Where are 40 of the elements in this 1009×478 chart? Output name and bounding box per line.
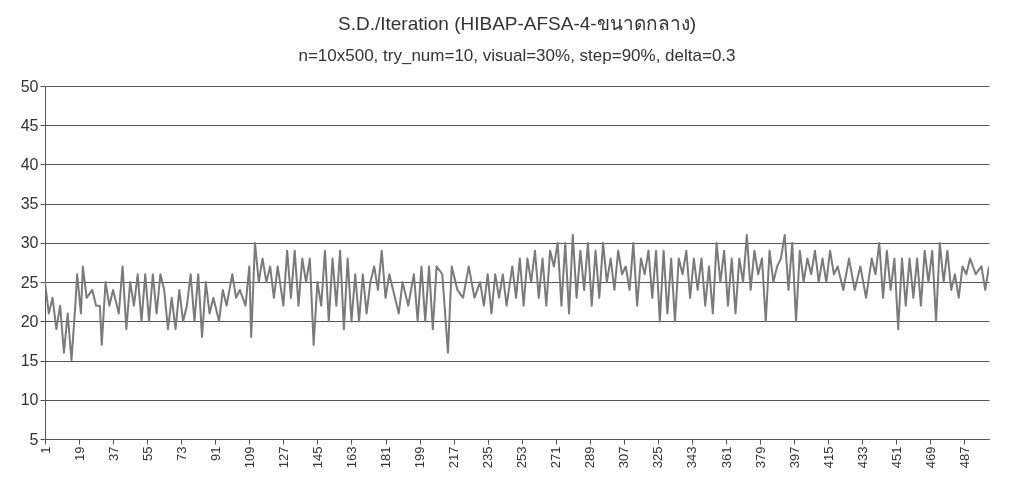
x-tick-label: 109	[241, 446, 257, 469]
y-tick-label: 30	[20, 234, 39, 252]
x-tick-label: 235	[480, 446, 496, 469]
x-tick-label: 451	[888, 446, 904, 469]
y-tick-label: 25	[20, 273, 39, 291]
x-tick-label: 433	[854, 446, 870, 469]
chart-subtitle: n=10x500, try_num=10, visual=30%, step=90%, delta=0.3	[298, 46, 736, 65]
y-tick-label: 15	[20, 352, 39, 370]
x-tick-label: 55	[139, 446, 155, 461]
x-tick-label: 127	[275, 446, 291, 469]
x-tick-label: 487	[956, 446, 972, 469]
y-tick-label: 50	[20, 77, 39, 95]
x-tick-label: 379	[752, 446, 768, 469]
x-tick-label: 253	[514, 446, 530, 469]
x-tick-label: 325	[650, 446, 666, 469]
x-tick-label: 145	[309, 446, 325, 469]
x-tick-label: 199	[412, 446, 428, 469]
x-tick-label: 91	[207, 446, 223, 461]
x-tick-label: 289	[582, 446, 598, 469]
x-tick-label: 1	[37, 446, 53, 454]
x-tick-label: 307	[616, 446, 632, 469]
y-tick-label: 10	[20, 391, 39, 409]
chart-title: S.D./Iteration (HIBAP-AFSA-4-ขนาดกลาง)	[337, 13, 697, 34]
x-tick-label: 397	[786, 446, 802, 469]
x-tick-label: 163	[343, 446, 359, 469]
x-tick-label: 271	[548, 446, 564, 469]
y-tick-label: 45	[20, 116, 39, 134]
x-tick-label: 415	[820, 446, 836, 469]
x-tick-label: 19	[71, 446, 87, 461]
y-tick-label: 5	[29, 430, 39, 448]
x-tick-label: 469	[922, 446, 938, 469]
y-tick-label: 40	[20, 155, 39, 173]
x-tick-label: 343	[684, 446, 700, 469]
x-tick-label: 361	[718, 446, 734, 469]
x-tick-label: 73	[173, 446, 189, 461]
x-tick-label: 37	[105, 446, 121, 461]
y-tick-label: 35	[20, 195, 39, 213]
y-tick-label: 20	[20, 312, 39, 330]
x-tick-label: 217	[446, 446, 462, 469]
x-tick-label: 181	[378, 446, 394, 469]
